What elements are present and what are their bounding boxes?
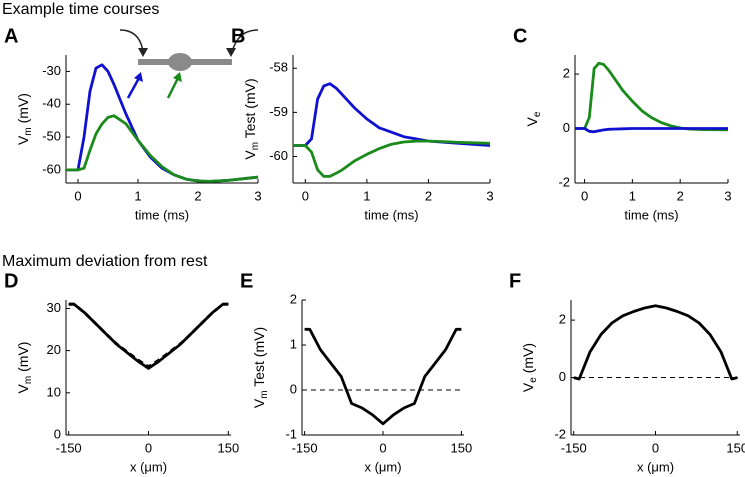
x-tick-label: 1 bbox=[134, 188, 141, 203]
y-tick-label: 0 bbox=[563, 120, 570, 135]
arrowhead bbox=[134, 72, 143, 82]
y-tick-label: 0 bbox=[54, 426, 61, 441]
panel-label: E bbox=[240, 270, 253, 292]
y-tick-label: 10 bbox=[47, 384, 61, 399]
green-arrow bbox=[166, 77, 180, 99]
y-tick-label: -40 bbox=[42, 96, 61, 111]
x-tick-label: 3 bbox=[486, 188, 493, 203]
y-label-part: (mV) bbox=[520, 343, 536, 377]
x-tick-label: 2 bbox=[194, 188, 201, 203]
y-axis-label: Ve bbox=[524, 111, 543, 126]
x-tick-label: 2 bbox=[425, 188, 432, 203]
y-label-part: V bbox=[524, 116, 540, 126]
data-line bbox=[66, 63, 259, 183]
data-line bbox=[293, 139, 491, 178]
panel-label: B bbox=[231, 25, 245, 47]
y-tick-label: 30 bbox=[47, 300, 61, 315]
x-tick-label: 0 bbox=[379, 440, 386, 455]
y-label-part: m bbox=[250, 142, 261, 150]
y-tick-label: -60 bbox=[42, 161, 61, 176]
x-tick-label: -150 bbox=[292, 440, 318, 455]
y-label-part: Test (mV) bbox=[242, 78, 258, 142]
x-tick-label: 3 bbox=[254, 188, 261, 203]
arrowhead bbox=[173, 72, 182, 82]
arrowhead bbox=[138, 48, 148, 57]
x-tick-label: 1 bbox=[363, 188, 370, 203]
x-tick-label: 0 bbox=[302, 188, 309, 203]
panel-label: D bbox=[4, 270, 18, 292]
x-tick-label: 2 bbox=[677, 188, 684, 203]
y-axis-label: Vm Test (mV) bbox=[251, 327, 270, 408]
y-tick-label: -30 bbox=[42, 63, 61, 78]
y-label-part: (mV) bbox=[15, 342, 31, 376]
y-tick-label: 2 bbox=[563, 66, 570, 81]
y-label-part: V bbox=[15, 383, 31, 393]
data-line bbox=[573, 304, 738, 381]
x-tick-label: 0 bbox=[652, 440, 659, 455]
x-tick-label: -150 bbox=[56, 440, 82, 455]
soma bbox=[168, 53, 192, 71]
section-title: Maximum deviation from rest bbox=[2, 253, 208, 270]
data-line bbox=[68, 302, 229, 369]
y-label-part: V bbox=[15, 135, 31, 145]
y-tick-label: 0 bbox=[559, 369, 566, 384]
neuron-inset bbox=[119, 29, 259, 99]
y-label-part: V bbox=[251, 398, 267, 408]
y-tick-label: -2 bbox=[554, 426, 566, 441]
y-label-part: m bbox=[259, 390, 270, 398]
y-tick-label: -58 bbox=[269, 60, 288, 75]
x-axis-label: x (μm) bbox=[364, 459, 401, 474]
data-line bbox=[68, 302, 229, 370]
y-tick-label: 20 bbox=[47, 342, 61, 357]
y-tick-label: -59 bbox=[269, 104, 288, 119]
data-line bbox=[293, 82, 491, 147]
panel-label: F bbox=[509, 270, 521, 292]
y-label-part: V bbox=[520, 382, 536, 392]
data-line bbox=[304, 327, 462, 426]
panel-label: A bbox=[4, 25, 18, 47]
y-label-part: e bbox=[532, 111, 543, 117]
x-axis-label: time (ms) bbox=[364, 207, 418, 222]
y-label-part: Test (mV) bbox=[251, 327, 267, 391]
y-tick-label: 0 bbox=[290, 381, 297, 396]
y-tick-label: -2 bbox=[558, 174, 570, 189]
y-tick-label: -60 bbox=[269, 148, 288, 163]
y-label-part: (mV) bbox=[15, 93, 31, 127]
arrowhead bbox=[226, 48, 236, 57]
y-tick-label: 1 bbox=[290, 336, 297, 351]
y-axis-label: Vm (mV) bbox=[15, 342, 34, 394]
y-tick-label: 2 bbox=[290, 291, 297, 306]
x-axis-label: x (μm) bbox=[130, 459, 167, 474]
x-tick-label: 0 bbox=[145, 440, 152, 455]
x-tick-label: 0 bbox=[74, 188, 81, 203]
x-axis-label: time (ms) bbox=[135, 207, 189, 222]
y-label-part: e bbox=[528, 377, 539, 383]
panel-label: C bbox=[513, 25, 527, 47]
x-tick-label: 150 bbox=[217, 440, 239, 455]
blue-arrow bbox=[126, 77, 141, 99]
section-title: Example time courses bbox=[2, 1, 159, 18]
x-axis-label: x (μm) bbox=[637, 459, 674, 474]
y-label-part: m bbox=[23, 127, 34, 135]
y-axis-label: Ve (mV) bbox=[520, 343, 539, 392]
y-tick-label: -50 bbox=[42, 128, 61, 143]
data-line bbox=[575, 61, 729, 132]
y-tick-label: -1 bbox=[285, 426, 297, 441]
x-axis-label: time (ms) bbox=[624, 207, 678, 222]
x-tick-label: 3 bbox=[724, 188, 731, 203]
data-line bbox=[66, 114, 259, 183]
x-tick-label: 0 bbox=[581, 188, 588, 203]
data-line bbox=[575, 127, 728, 134]
y-label-part: m bbox=[23, 376, 34, 384]
y-label-part: V bbox=[242, 150, 258, 160]
x-tick-label: 150 bbox=[726, 440, 745, 455]
y-tick-label: 2 bbox=[559, 312, 566, 327]
x-tick-label: 1 bbox=[629, 188, 636, 203]
y-axis-label: Vm (mV) bbox=[15, 93, 34, 145]
x-tick-label: -150 bbox=[561, 440, 587, 455]
y-axis-label: Vm Test (mV) bbox=[242, 78, 261, 159]
x-tick-label: 150 bbox=[451, 440, 473, 455]
